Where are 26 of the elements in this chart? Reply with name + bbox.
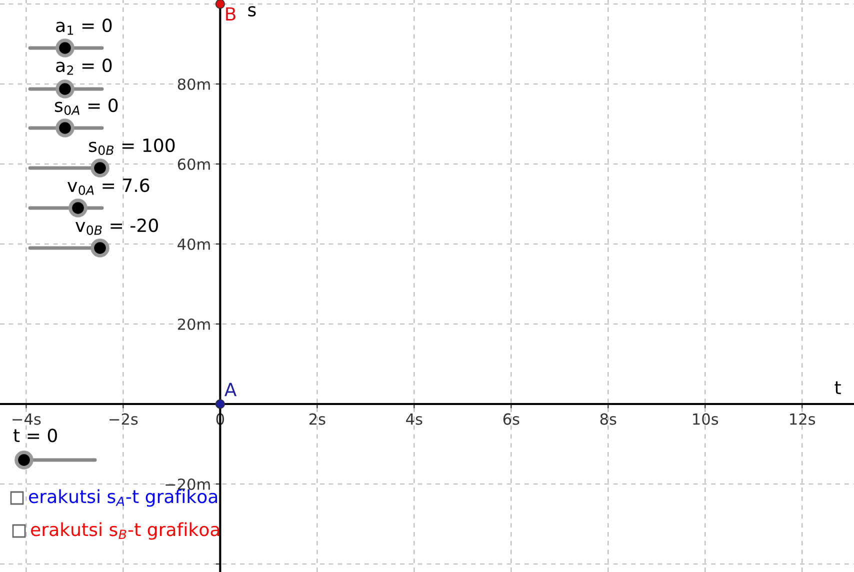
x-tick-label: −2s [110, 413, 138, 425]
y-axis-title: s [248, 6, 256, 17]
x-tick-label: 8s [600, 413, 616, 425]
x-tick-label: 6s [503, 413, 520, 425]
x-tick-label: 4s [406, 414, 422, 425]
x-tick-label: −4s [12, 414, 41, 425]
annotation: a$_{2}$ = 0 [56, 58, 112, 75]
annotation: erakutsi s$_{A}$-t grafikoa [28, 489, 218, 507]
series-label: B [226, 7, 236, 20]
annotation: v$_{0A}$ = 7.6 [68, 178, 150, 195]
x-tick-label: 2s [309, 413, 326, 425]
annotation: s$_{0B}$ = 100 [88, 138, 175, 155]
annotation: t = 0 [13, 428, 57, 442]
series-label: A [224, 382, 237, 396]
annotation: a$_{1}$ = 0 [56, 18, 112, 35]
y-tick-label: −20m [166, 478, 210, 490]
x-tick-label: 10s [693, 413, 718, 425]
y-tick-label: 80m [178, 78, 210, 90]
annotation: s$_{0A}$ = 0 [54, 98, 118, 115]
annotation: erakutsi s$_{B}$-t grafikoa [30, 522, 220, 540]
y-tick-label: 60m [178, 158, 210, 170]
y-tick-label: 40m [178, 238, 210, 250]
y-tick-label: 20m [178, 318, 210, 330]
annotation: v$_{0B}$ = -20 [76, 218, 158, 235]
x-tick-label: 12s [790, 413, 816, 425]
x-axis-title: t [834, 381, 841, 394]
